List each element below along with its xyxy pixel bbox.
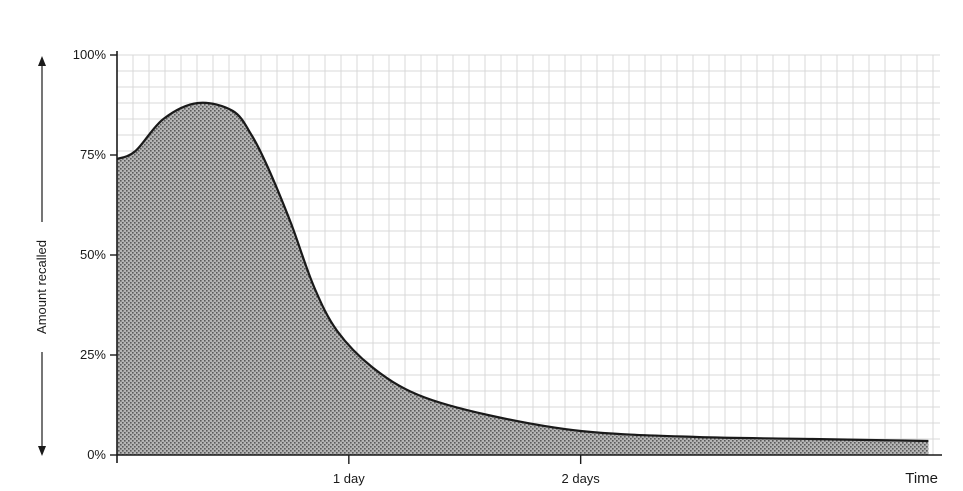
x-tick-label: 1 day [333,471,365,486]
y-axis-title: Amount recalled [34,240,49,334]
y-tick-label: 25% [80,347,106,362]
area-fill-layer [116,101,929,456]
y-tick-label: 50% [80,247,106,262]
x-axis-title: Time [905,470,938,487]
arrow-down-icon [38,446,46,456]
y-tick-label: 0% [87,447,106,462]
area-fill [117,102,929,456]
tick-labels: 0% 25% 50% 75% 100% 1 day 2 days Time Amount rec… [34,47,938,487]
axes [38,51,942,464]
x-tick-label: 2 days [562,471,601,486]
y-tick-label: 100% [73,47,107,62]
y-tick-label: 75% [80,147,106,162]
recall-curve-line [116,101,929,443]
arrow-up-icon [38,56,46,66]
